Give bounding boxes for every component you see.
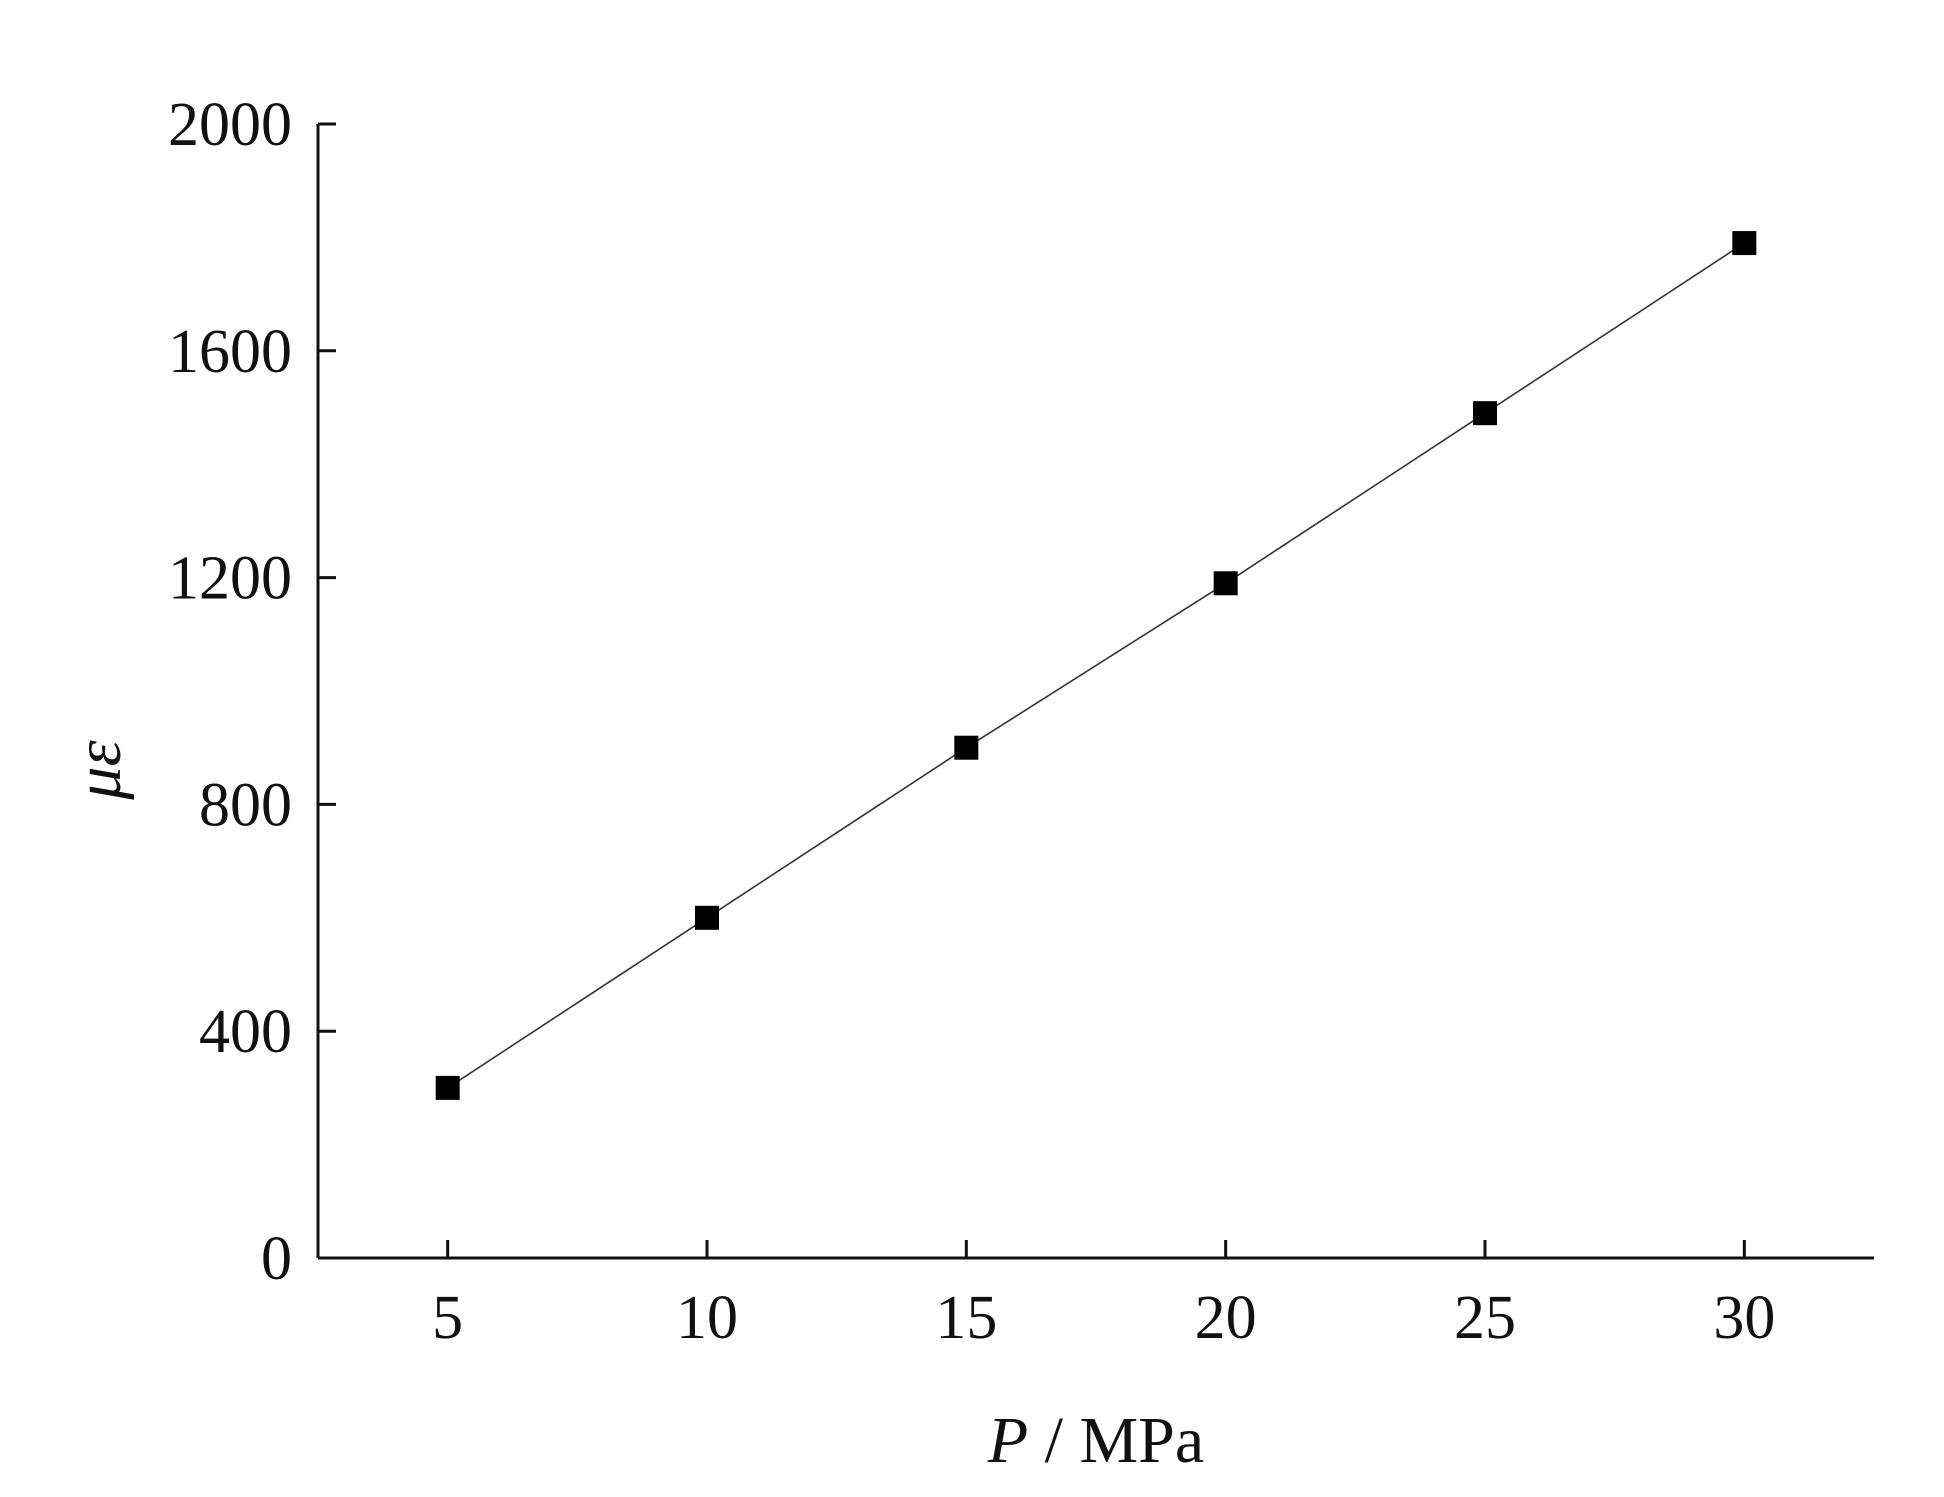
x-tick-label: 30	[1713, 1284, 1775, 1352]
x-axis-title-symbol: P	[987, 1404, 1028, 1477]
data-point-marker	[1732, 231, 1757, 256]
x-axis-title-unit: MPa	[1079, 1404, 1204, 1477]
data-point-marker	[1473, 401, 1497, 426]
y-axis-title: με	[62, 740, 135, 800]
x-axis-title: P / MPa	[987, 1404, 1204, 1477]
data-point-marker	[695, 905, 719, 930]
x-tick-label: 5	[432, 1284, 463, 1352]
y-tick-label: 2000	[168, 91, 292, 159]
series-line	[447, 242, 1745, 1089]
y-tick-label: 1200	[168, 545, 292, 613]
x-ticks: 5 10 15 20 25 30	[432, 1240, 1775, 1352]
data-point-marker	[1213, 571, 1238, 596]
y-tick-label: 0	[261, 1225, 292, 1293]
axes	[316, 124, 1874, 1260]
data-point-marker	[435, 1075, 460, 1100]
y-tick-label: 400	[199, 998, 292, 1066]
y-tick-label: 1600	[168, 318, 292, 386]
series-line-group	[447, 242, 1745, 1089]
x-tick-label: 15	[935, 1284, 997, 1352]
x-tick-label: 20	[1195, 1284, 1257, 1352]
data-point-marker	[954, 735, 979, 760]
x-tick-label: 25	[1454, 1284, 1516, 1352]
x-tick-label: 10	[676, 1284, 738, 1352]
y-tick-label: 800	[199, 771, 292, 839]
x-axis-title-separator: /	[1028, 1404, 1079, 1477]
y-ticks: 0 400 800 1200 1600 2000	[168, 91, 336, 1293]
series-markers	[435, 231, 1757, 1100]
